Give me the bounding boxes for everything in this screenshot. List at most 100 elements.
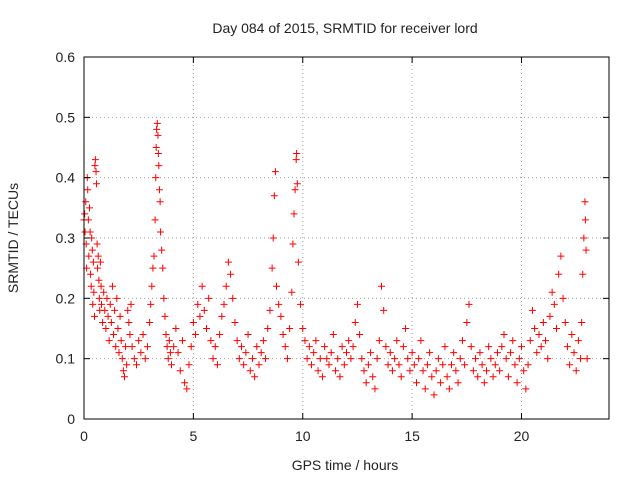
data-point (417, 337, 425, 345)
data-point (116, 312, 124, 320)
data-point (452, 367, 460, 375)
data-point (362, 379, 370, 387)
data-point (84, 216, 92, 224)
data-point (102, 325, 110, 332)
data-point (158, 246, 166, 254)
data-point (528, 306, 536, 314)
data-point (340, 361, 348, 369)
y-tick-label: 0.4 (56, 170, 76, 186)
data-point (509, 337, 517, 345)
data-point (89, 300, 97, 308)
data-point (213, 361, 221, 369)
data-point (101, 306, 109, 314)
data-point (159, 264, 167, 272)
data-point (367, 349, 375, 357)
data-point (445, 385, 453, 393)
axis-ticks: 0 0.1 0.2 0.3 0.4 0.5 0.6 0 5 10 15 20 (56, 49, 609, 444)
data-point (546, 312, 554, 320)
data-point (548, 288, 556, 296)
data-point (87, 270, 95, 278)
data-point (203, 325, 210, 332)
data-point (395, 361, 403, 369)
data-point (334, 355, 342, 363)
data-point (183, 385, 191, 393)
data-point (513, 379, 521, 387)
data-point (149, 264, 157, 272)
data-point (323, 355, 331, 363)
x-tick-label: 15 (404, 428, 420, 444)
data-point (86, 228, 94, 236)
y-tick-label: 0.5 (56, 109, 76, 125)
data-point (103, 294, 111, 302)
data-point (238, 343, 245, 351)
data-point (581, 216, 589, 224)
data-point (125, 318, 133, 326)
data-point (113, 294, 121, 302)
data-point (289, 240, 297, 248)
data-point (338, 343, 346, 351)
data-point (164, 355, 172, 363)
data-point (91, 156, 99, 164)
data-point (566, 361, 574, 369)
data-point (507, 349, 515, 357)
data-point (89, 258, 97, 266)
data-point (146, 318, 154, 326)
data-point (246, 367, 254, 375)
data-point (369, 373, 377, 381)
data-point (491, 361, 499, 369)
data-point (356, 331, 364, 339)
data-point (293, 150, 301, 158)
data-point (500, 331, 508, 339)
data-point (308, 361, 315, 369)
data-point (235, 355, 243, 363)
data-point (448, 361, 455, 369)
data-point (291, 186, 299, 194)
data-point (270, 192, 278, 200)
data-point (97, 282, 105, 290)
data-point (292, 156, 300, 164)
data-point (207, 337, 215, 345)
data-point (388, 367, 396, 375)
data-point (456, 355, 464, 363)
grid-lines (84, 57, 609, 419)
data-point (240, 361, 248, 369)
data-point (220, 300, 228, 308)
data-point (544, 355, 552, 363)
data-point (165, 337, 173, 345)
data-point (156, 198, 164, 206)
data-point (251, 373, 259, 381)
data-point (580, 234, 588, 242)
data-point (310, 349, 318, 357)
data-point (489, 373, 497, 381)
data-point (137, 349, 145, 357)
data-point (231, 318, 239, 326)
data-point (196, 312, 204, 320)
data-point (408, 349, 416, 357)
data-point (163, 343, 171, 351)
y-axis-label: SRMTID / TECUs (5, 183, 21, 293)
y-tick-label: 0.3 (56, 230, 76, 246)
data-point (419, 367, 427, 375)
data-point (375, 337, 383, 345)
data-point (542, 337, 550, 345)
data-point (557, 252, 565, 260)
data-point (476, 349, 484, 357)
data-point (139, 331, 147, 339)
data-point (426, 349, 434, 357)
data-point (114, 325, 122, 332)
data-point (192, 331, 200, 339)
data-point (92, 180, 100, 188)
data-point (127, 300, 135, 308)
data-point (502, 355, 510, 363)
data-point (378, 282, 385, 290)
data-point (153, 119, 161, 127)
data-point (110, 331, 118, 339)
data-point (561, 318, 569, 326)
data-point (563, 343, 571, 351)
data-point (161, 312, 169, 320)
data-point (522, 385, 530, 393)
data-point (415, 355, 423, 363)
data-point (277, 312, 285, 320)
data-point (570, 349, 578, 357)
